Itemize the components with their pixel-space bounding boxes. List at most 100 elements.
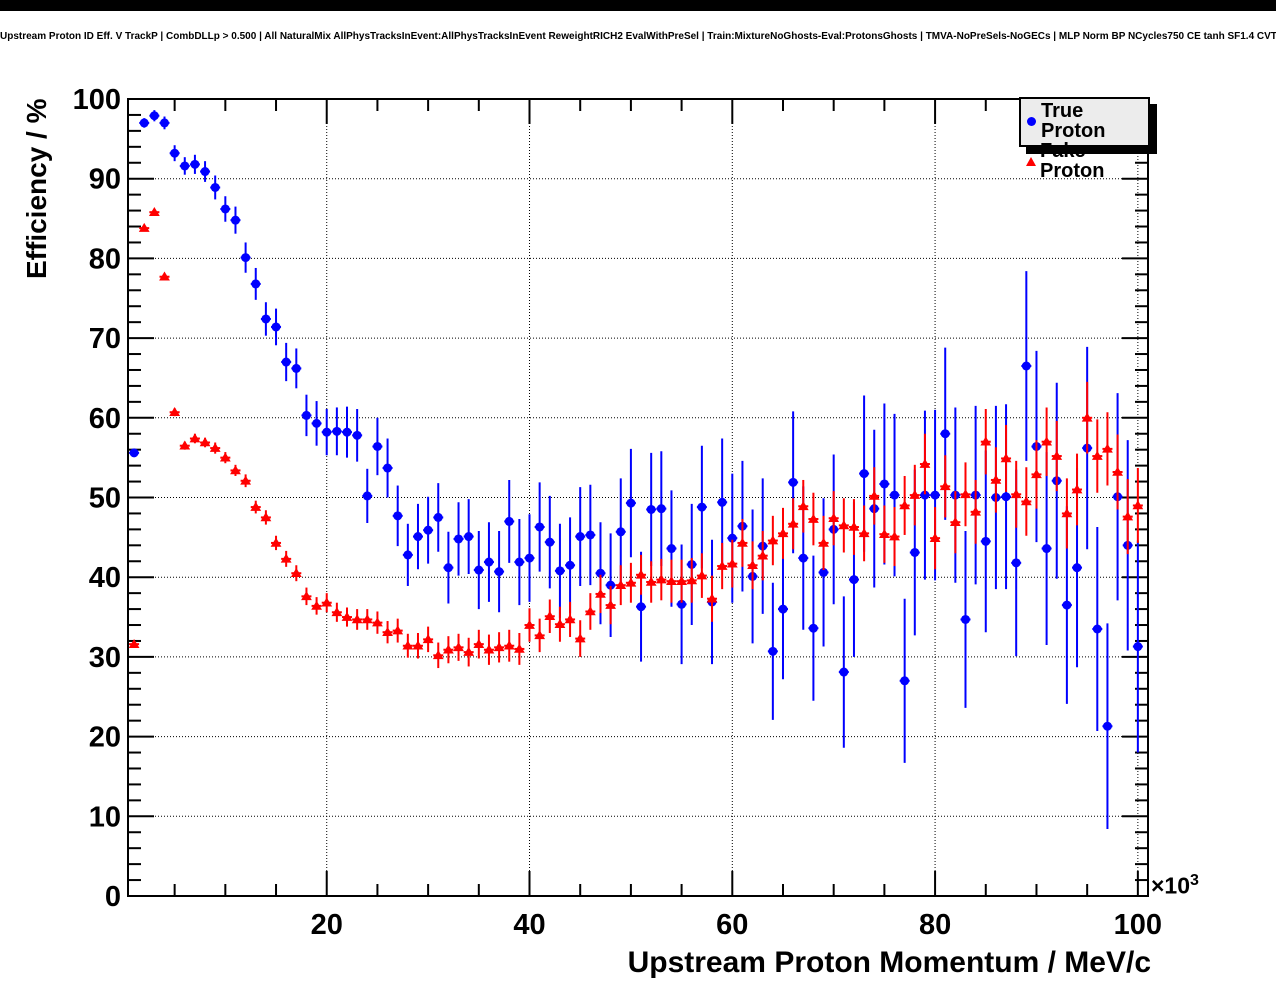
data-point: [697, 502, 707, 512]
data-point: [474, 565, 484, 575]
data-point: [878, 528, 890, 538]
x-tick-label: 40: [513, 909, 545, 941]
data-point: [210, 182, 220, 192]
plot-frame: [127, 98, 1149, 897]
data-point: [858, 528, 870, 538]
data-point: [767, 535, 779, 545]
y-tick-label: 30: [89, 642, 121, 674]
data-point: [524, 619, 535, 629]
data-point: [352, 430, 362, 440]
x-axis-multiplier-base: ×10: [1151, 872, 1191, 899]
data-point: [392, 625, 404, 635]
data-point: [716, 560, 728, 570]
data-point: [595, 588, 606, 598]
data-point: [919, 458, 931, 468]
data-point: [473, 638, 485, 648]
data-point: [220, 204, 230, 214]
data-point: [747, 560, 758, 570]
data-point: [1102, 721, 1112, 731]
y-tick-label: 90: [89, 164, 121, 196]
data-point: [839, 667, 849, 677]
data-point: [209, 442, 221, 452]
data-point: [525, 553, 535, 563]
data-point: [260, 512, 272, 522]
data-point: [828, 513, 840, 523]
data-point: [859, 469, 869, 479]
true-proton-circle-icon: [1027, 116, 1036, 126]
data-point: [270, 537, 282, 547]
data-point: [1071, 484, 1083, 494]
data-point: [970, 506, 982, 516]
y-tick-label: 10: [89, 801, 121, 833]
top-border-bar: [0, 0, 1276, 11]
data-point: [909, 489, 921, 499]
data-point: [545, 537, 555, 547]
data-point: [351, 614, 363, 624]
data-point: [676, 575, 687, 585]
data-point: [241, 253, 251, 263]
data-point: [727, 533, 737, 543]
data-point: [321, 597, 333, 607]
series-fake-proton: [128, 206, 1144, 669]
data-point: [574, 633, 586, 643]
data-point: [646, 504, 656, 514]
plot-title: Upstream Proton ID Eff. V TrackP | CombD…: [0, 31, 1276, 42]
data-point: [838, 520, 850, 530]
data-point: [768, 646, 778, 656]
data-point: [666, 575, 677, 585]
data-point: [342, 427, 352, 437]
data-point: [615, 579, 627, 589]
data-point: [535, 522, 545, 532]
data-point: [483, 644, 495, 654]
data-point: [372, 441, 382, 451]
data-point: [1132, 500, 1144, 510]
data-point: [585, 530, 595, 540]
data-point: [636, 602, 646, 612]
data-point: [879, 479, 889, 489]
data-point: [361, 614, 373, 624]
data-point: [1072, 563, 1082, 573]
data-point: [666, 544, 676, 554]
data-point: [341, 611, 353, 621]
data-point: [402, 640, 414, 650]
data-point: [189, 433, 201, 443]
data-point: [1031, 469, 1042, 479]
data-point: [372, 617, 383, 627]
data-point: [726, 558, 738, 568]
data-point: [301, 410, 311, 420]
data-point: [706, 593, 718, 603]
data-point: [442, 644, 454, 654]
data-point: [686, 575, 698, 585]
data-point: [159, 271, 170, 281]
data-point: [423, 525, 433, 535]
data-point: [960, 614, 970, 624]
data-point: [1092, 624, 1102, 634]
data-point: [1081, 412, 1093, 422]
data-point: [331, 607, 343, 617]
data-point: [616, 527, 626, 537]
data-point: [555, 566, 565, 576]
data-point: [413, 532, 423, 542]
data-point: [788, 477, 798, 487]
data-point: [190, 159, 200, 169]
data-point: [981, 536, 991, 546]
data-point: [1000, 453, 1012, 463]
series-true-proton: [129, 110, 1143, 830]
data-point: [606, 580, 616, 590]
data-point: [890, 490, 900, 500]
data-point: [180, 161, 190, 171]
data-point: [219, 452, 231, 462]
data-point: [149, 111, 159, 121]
data-point: [199, 437, 211, 447]
data-point: [170, 148, 180, 158]
data-point: [565, 560, 575, 570]
data-point: [818, 537, 829, 547]
data-point: [230, 215, 240, 225]
x-tick-label: 80: [919, 909, 951, 941]
legend: True Proton Fake Proton: [1019, 97, 1150, 181]
data-point: [1061, 508, 1073, 518]
data-point: [281, 357, 291, 367]
data-point: [312, 418, 322, 428]
